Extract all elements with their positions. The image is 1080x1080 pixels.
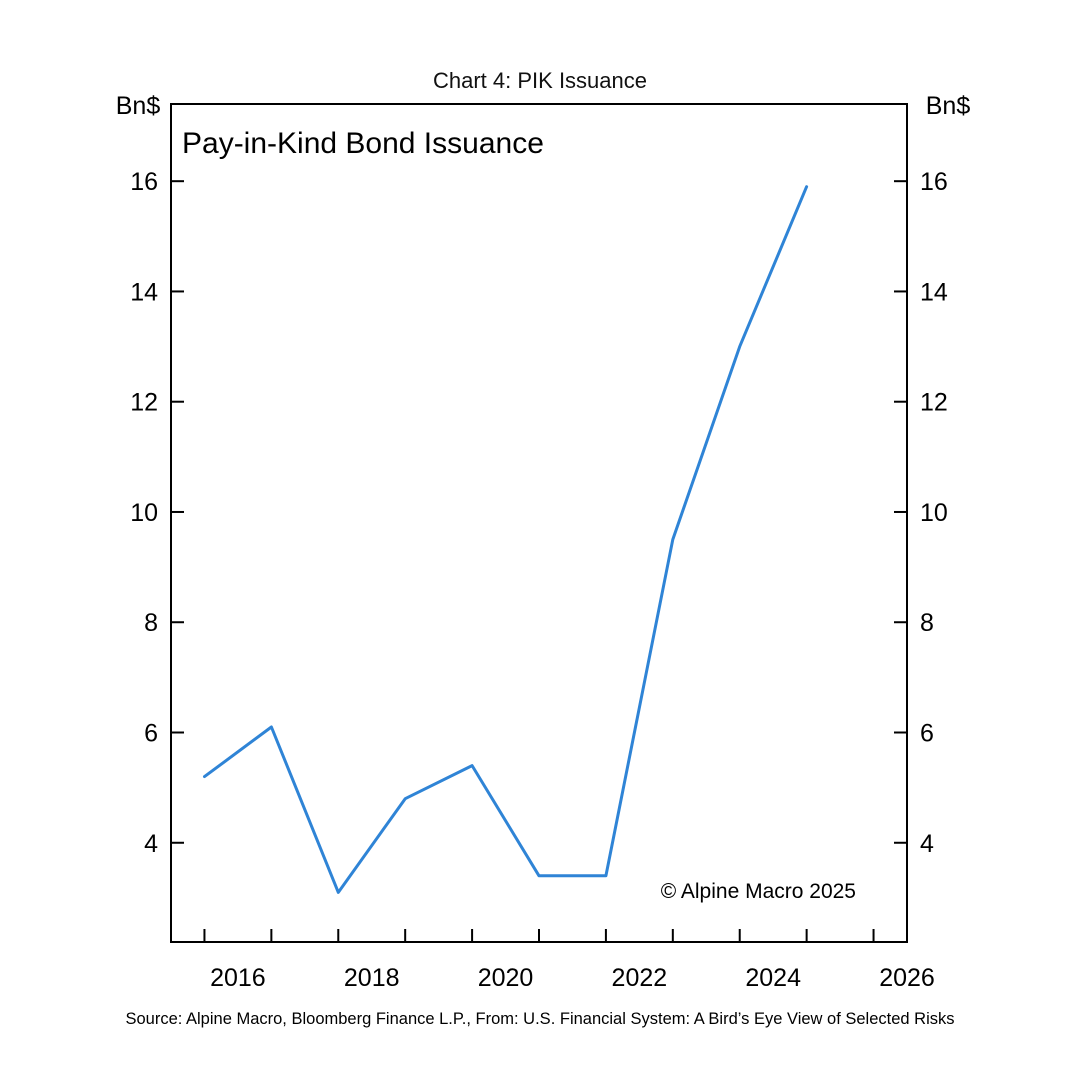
x-tick-label: 2022 (612, 964, 668, 992)
x-tick-label: 2024 (745, 964, 801, 992)
y-axis-ticks: 4 4 6 6 8 8 10 10 12 12 14 14 16 16 (130, 168, 948, 858)
y-tick-label-left: 12 (130, 389, 158, 417)
y-tick-label-left: 14 (130, 278, 158, 306)
x-tick-label: 2020 (478, 964, 534, 992)
y-tick-label-right: 8 (920, 609, 934, 637)
x-axis-ticks: 2016 2018 2020 2022 2024 2026 (203, 929, 935, 992)
y-tick-label-right: 10 (920, 499, 948, 527)
y-tick-label-left: 8 (144, 609, 158, 637)
x-tick-label: 2016 (210, 964, 266, 992)
x-tick-label: 2026 (879, 964, 935, 992)
right-axis-unit: Bn$ (926, 92, 971, 120)
y-tick-label-left: 6 (144, 720, 158, 748)
copyright-note: © Alpine Macro 2025 (661, 880, 856, 903)
left-axis-unit: Bn$ (116, 92, 161, 120)
x-tick-label: 2018 (344, 964, 400, 992)
y-tick-label-right: 6 (920, 720, 934, 748)
plot-frame (170, 103, 908, 943)
y-tick-label-right: 16 (920, 168, 948, 196)
chart-title: Chart 4: PIK Issuance (433, 68, 647, 93)
y-tick-label-right: 12 (920, 389, 948, 417)
y-tick-label-right: 14 (920, 278, 948, 306)
source-note: Source: Alpine Macro, Bloomberg Finance … (125, 1010, 954, 1028)
y-tick-label-left: 10 (130, 499, 158, 527)
series-line (203, 185, 809, 894)
panel-title: Pay-in-Kind Bond Issuance (182, 127, 544, 160)
y-tick-label-right: 4 (920, 830, 934, 858)
y-tick-label-left: 4 (144, 830, 158, 858)
y-tick-label-left: 16 (130, 168, 158, 196)
series-layer (203, 185, 809, 894)
